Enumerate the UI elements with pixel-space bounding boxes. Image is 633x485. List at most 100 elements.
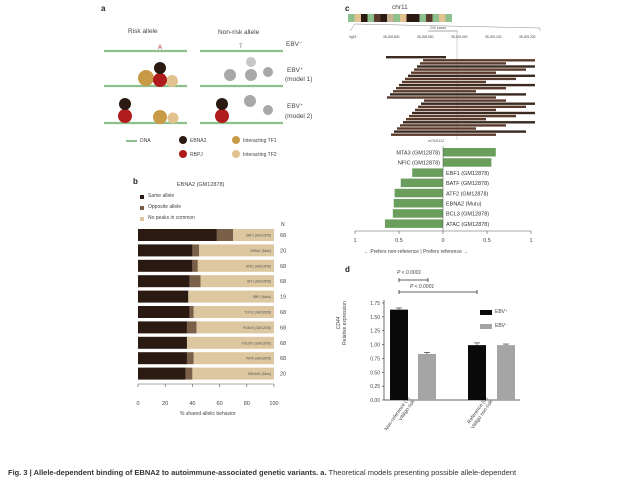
ideogram-band [387, 14, 394, 22]
bar-segment-opposite [192, 244, 200, 257]
sequencing-read [394, 130, 526, 133]
x-tick-label: 1 [529, 238, 532, 244]
bar-segment-none [193, 306, 274, 318]
bar-n-value: 68 [280, 264, 286, 270]
figure-caption: Fig. 3 | Allele-dependent binding of EBN… [8, 468, 516, 477]
panel-c-xlabel: ← Prefers non-reference | Prefers refere… [364, 249, 469, 255]
caption-panel: a. [320, 468, 327, 477]
sequencing-read [403, 121, 535, 124]
legend-ebna2: EBNA2 [190, 138, 207, 144]
p-value-1: P < 0.0001 [397, 270, 422, 276]
effect-bar-label: EBF1 (GM12878) [446, 171, 489, 177]
ideogram-band [393, 14, 400, 22]
effect-bar [392, 209, 443, 218]
coordinate-label: 35,208,900 [417, 35, 434, 39]
legend-ebv-pos: EBV⁺ [495, 309, 508, 315]
allele-a-label: A [158, 45, 163, 51]
sequencing-read [396, 87, 506, 90]
sequencing-read [409, 114, 516, 118]
tf2-protein [166, 75, 179, 124]
caption-text: Theoretical models presenting possible a… [328, 468, 517, 477]
y-tick-label: 0.50 [370, 370, 380, 376]
y-tick-label: 1.50 [370, 315, 380, 321]
sequencing-read [399, 83, 535, 87]
bar-n-value: 68 [280, 356, 286, 362]
ideogram-band [439, 14, 446, 22]
y-tick-label: 1.00 [370, 343, 380, 349]
y-tick-label: 0.75 [370, 356, 380, 362]
legend-ebv-neg: EBV⁻ [495, 323, 508, 329]
legend-opposite: Opposite allele [148, 204, 182, 210]
x-tick-label: 100 [269, 401, 278, 407]
bar-segment-none [193, 352, 274, 365]
sequencing-read [400, 124, 506, 127]
bar-segment-opposite [189, 275, 201, 288]
effect-bar [412, 168, 443, 177]
effect-bar-label: MTA3 (GM12878) [396, 151, 440, 157]
bar-segment-same [138, 352, 187, 365]
bar-category-label: SPI1 (GM12878) [247, 280, 271, 284]
tf1-protein [138, 70, 167, 124]
bar-category-label: POU2F2 (GM12878) [242, 341, 271, 345]
sequencing-read [414, 68, 526, 71]
panel-a-label: a [101, 4, 106, 13]
sequencing-read [417, 65, 535, 68]
snp-label: rs7941112 [428, 139, 445, 143]
bar-segment-none [188, 290, 274, 303]
bar-n-value: 68 [280, 279, 286, 285]
panel-c-label: c [345, 4, 350, 13]
x-tick-label: 0.5 [483, 238, 491, 244]
x-tick-label: 0.5 [395, 238, 403, 244]
bar-category-label: EBF1 (GM12878) [246, 234, 271, 238]
bar-segment-same [138, 290, 189, 303]
sequencing-read [424, 99, 506, 102]
effect-bar-label: EBNA2 (Mutu) [446, 202, 482, 208]
ideogram-band [445, 14, 452, 22]
effect-bar-label: NFIC (GM12878) [398, 161, 440, 167]
panel-b-xlabel: % shared allelic behavior [180, 411, 236, 417]
sequencing-read [406, 118, 486, 121]
bar-category-label: RBPJ (Mutu) [253, 295, 271, 299]
x-tick-label: 80 [244, 401, 250, 407]
sequencing-read [421, 102, 535, 105]
bar-segment-same [138, 321, 187, 334]
bar-segment-opposite [189, 306, 194, 318]
bar-segment-same [138, 306, 190, 318]
expression-bar [468, 345, 486, 400]
x-tick-label: 0 [441, 238, 444, 244]
ideogram-band [413, 14, 420, 22]
coordinate-label: 35,208,800 [383, 35, 400, 39]
sequencing-read [405, 77, 516, 81]
coordinate-label: 35,209,200 [519, 35, 536, 39]
x-tick-label: 20 [162, 401, 168, 407]
bar-segment-same [138, 336, 187, 349]
x-tick-label: 40 [189, 401, 195, 407]
y-tick-label: 1.75 [370, 301, 380, 307]
sequencing-read [390, 93, 526, 96]
bar-category-label: PAX5 (GM12878) [246, 357, 271, 361]
x-tick-label: 60 [217, 401, 223, 407]
expression-bar [418, 353, 436, 400]
row-label-model2: (model 2) [285, 113, 313, 120]
ideogram-band [406, 14, 413, 22]
sequencing-read [397, 127, 476, 130]
bar-segment-none [186, 336, 274, 349]
row-label-ebv-neg: EBV⁻ [286, 41, 303, 48]
bar-segment-none [192, 367, 274, 380]
bar-segment-opposite [192, 259, 198, 272]
ideogram-band [432, 14, 439, 22]
chrom-label: chr11 [392, 4, 408, 11]
bar-segment-opposite [216, 229, 234, 241]
effect-bar-label: ATF2 (GM12878) [446, 191, 489, 197]
effect-bar [443, 148, 496, 157]
bar-category-label: RUNX3 (GM12878) [243, 326, 271, 330]
ideogram-band [374, 14, 381, 22]
sequencing-read [393, 90, 476, 93]
n-header: N [281, 222, 285, 228]
bar-category-label: EBNA3C (Mutu) [248, 372, 271, 376]
ideogram-band [380, 14, 387, 22]
y-tick-label: 0.00 [370, 398, 380, 404]
ideogram-band [400, 14, 407, 22]
sequencing-read [418, 105, 526, 108]
bar-segment-same [138, 367, 186, 380]
